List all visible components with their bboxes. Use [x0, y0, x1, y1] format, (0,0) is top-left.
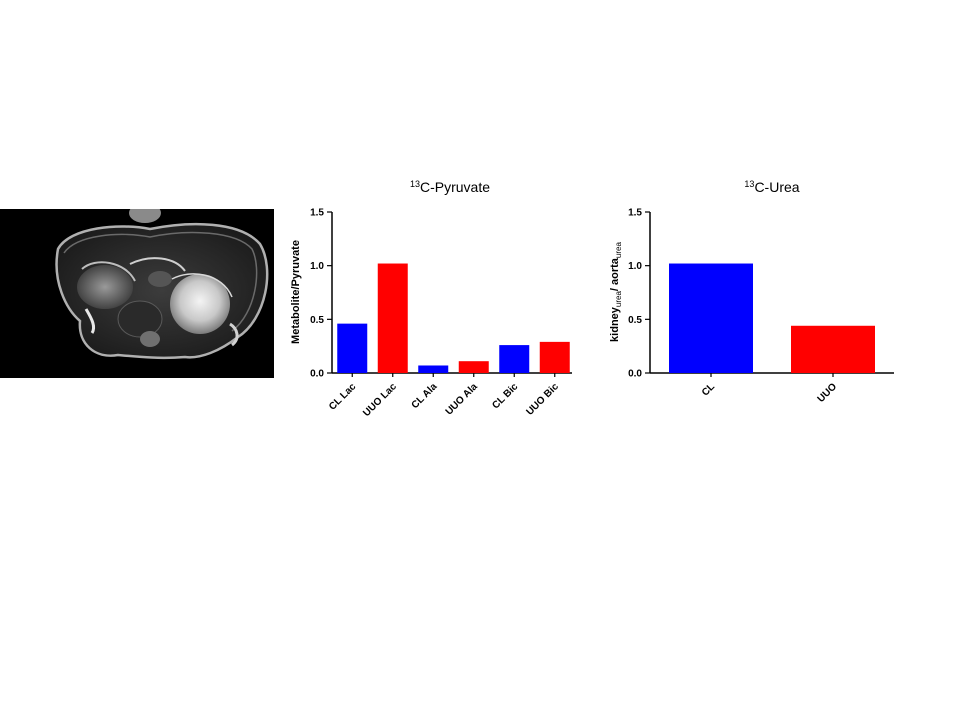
y-tick-label: 1.5 [628, 208, 642, 219]
y-tick-label: 1.0 [628, 261, 642, 272]
y-axis-label: kidneyurea/ aortaurea [609, 241, 623, 341]
pyruvate-chart: 13C-Pyruvate Metabolite/Pyruvate 0.0 0.5 1… [280, 170, 580, 440]
y-tick-label: 0.5 [310, 315, 324, 326]
y-tick-label: 0.5 [628, 315, 642, 326]
pyruvate-chart-svg: 13C-Pyruvate Metabolite/Pyruvate 0.0 0.5 1… [290, 179, 572, 419]
chart-title-urea: 13C-Urea [744, 179, 799, 195]
y-tick-label: 0.0 [628, 369, 642, 380]
y-label-aorta-sub: urea [614, 241, 623, 258]
x-tick-label: CL Lac [327, 381, 359, 413]
x-tick-label: UUO [816, 381, 840, 405]
urea-chart-svg: 13C-Urea kidneyurea/ aortaurea 0.00.51.0… [609, 179, 894, 405]
urea-chart: 13C-Urea kidneyurea/ aortaurea 0.0 0.5 1.0… [600, 170, 910, 440]
y-label-aorta: aorta [609, 257, 621, 285]
plot-area: 0.0 0.5 1.0 1.5 CL UUO [628, 208, 894, 405]
mri-kidney-image [0, 209, 274, 378]
y-tick-label: 1.5 [310, 208, 324, 219]
y-tick-label: 0.0 [310, 369, 324, 380]
title-superscript: 13 [410, 179, 420, 189]
x-tick-label: CL Ala [410, 381, 440, 411]
bar-uuo [791, 325, 875, 373]
title-text: C-Pyruvate [420, 179, 490, 195]
bar-uuo-bic [539, 341, 570, 373]
chart-title-pyruvate: 13C-Pyruvate [410, 179, 490, 195]
y-label-kidney-sub: urea [614, 291, 623, 308]
y-label-kidney: kidney [609, 306, 621, 342]
x-tick-label: CL Bic [490, 381, 520, 411]
bar-uuo-ala [458, 361, 489, 373]
x-tick-label: UUO Bic [524, 381, 561, 418]
bar-uuo-lac [377, 263, 408, 373]
y-label-sep: / [609, 285, 621, 291]
title-superscript: 13 [744, 179, 754, 189]
x-tick-label: UUO Lac [361, 381, 399, 419]
x-tick-label: UUO Ala [444, 381, 481, 418]
bar-cl-lac [337, 323, 368, 373]
x-tick-label: CL [700, 381, 717, 398]
bar-cl-ala [418, 365, 449, 373]
plot-area: 0.0 0.5 1.0 1.5 CL Lac UUO Lac CL Ala UUO Ala CL… [310, 208, 572, 419]
bar-cl-bic [499, 345, 530, 373]
y-axis-label: Metabolite/Pyruvate [290, 240, 302, 344]
y-tick-label: 1.0 [310, 261, 324, 272]
title-text: C-Urea [754, 179, 799, 195]
bar-cl [669, 263, 753, 373]
